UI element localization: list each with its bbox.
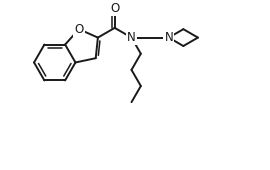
Text: N: N bbox=[127, 31, 136, 44]
Text: O: O bbox=[74, 23, 84, 36]
Text: N: N bbox=[164, 31, 173, 44]
Text: O: O bbox=[110, 2, 119, 15]
